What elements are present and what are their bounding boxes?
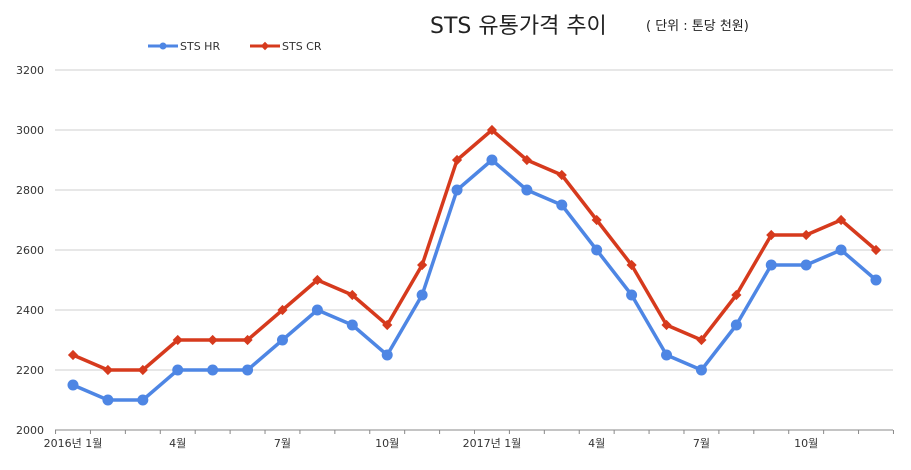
x-tick-label: 2017년 1월 (463, 437, 522, 450)
data-point (835, 244, 847, 256)
data-point (67, 349, 79, 361)
grid (55, 69, 893, 431)
data-point (102, 394, 114, 406)
legend-label-cr: STS CR (282, 40, 322, 53)
x-tick-label: 4월 (588, 437, 605, 450)
data-point (556, 199, 568, 211)
series-line (72, 128, 878, 372)
y-axis: 2000 2200 2400 2600 2800 3000 3200 (16, 64, 44, 437)
data-point (870, 274, 882, 286)
data-point (311, 304, 323, 316)
data-point (591, 244, 603, 256)
data-point (172, 334, 183, 346)
y-tick-label: 3200 (16, 64, 44, 77)
legend-item-cr: STS CR (250, 40, 322, 53)
data-point (207, 364, 219, 376)
data-point (521, 184, 533, 196)
y-tick-label: 2200 (16, 364, 44, 377)
data-point (276, 334, 288, 346)
x-tick-label: 7월 (693, 437, 710, 450)
x-tick-label: 2016년 1월 (44, 437, 103, 450)
data-point (346, 319, 358, 331)
chart-subtitle: ( 단위 : 톤당 천원) (646, 19, 749, 34)
data-point (242, 364, 254, 376)
series-hr (67, 154, 882, 406)
y-tick-label: 2600 (16, 244, 44, 257)
legend: STS HR STS CR (148, 40, 322, 53)
x-tick-label: 10월 (794, 437, 818, 450)
data-point (102, 364, 114, 376)
data-point (347, 289, 358, 301)
data-point (451, 184, 463, 196)
data-point (661, 349, 673, 361)
legend-item-hr: STS HR (148, 40, 220, 53)
y-tick-label: 2800 (16, 184, 44, 197)
series-line (72, 158, 878, 402)
data-point (382, 319, 393, 331)
data-point (242, 334, 253, 346)
data-point (801, 229, 812, 241)
data-point (312, 274, 323, 286)
data-point (800, 259, 812, 271)
chart-title: STS 유통가격 추이 (430, 14, 607, 39)
x-tick-label: 4월 (169, 437, 186, 450)
y-tick-label: 2400 (16, 304, 44, 317)
data-point (67, 379, 79, 391)
data-point (661, 319, 672, 331)
data-point (730, 319, 742, 331)
data-point (765, 259, 777, 271)
x-tick-label: 7월 (274, 437, 291, 450)
data-point (486, 154, 498, 166)
y-tick-label: 3000 (16, 124, 44, 137)
legend-label-hr: STS HR (180, 40, 220, 53)
data-point (486, 124, 498, 136)
data-point (695, 364, 707, 376)
series-layer (67, 124, 882, 406)
x-axis: 2016년 1월 4월 7월 10월 2017년 1월 4월 7월 10월 (44, 430, 894, 450)
data-point (277, 304, 288, 316)
legend-marker-hr (159, 42, 167, 50)
data-point (207, 334, 218, 346)
data-point (626, 289, 638, 301)
data-point (381, 349, 393, 361)
data-point (417, 259, 428, 271)
legend-marker-cr (260, 41, 270, 51)
data-point (696, 334, 707, 346)
data-point (416, 289, 428, 301)
x-tick-label: 10월 (375, 437, 399, 450)
data-point (137, 394, 149, 406)
y-tick-label: 2000 (16, 424, 44, 437)
data-point (172, 364, 184, 376)
